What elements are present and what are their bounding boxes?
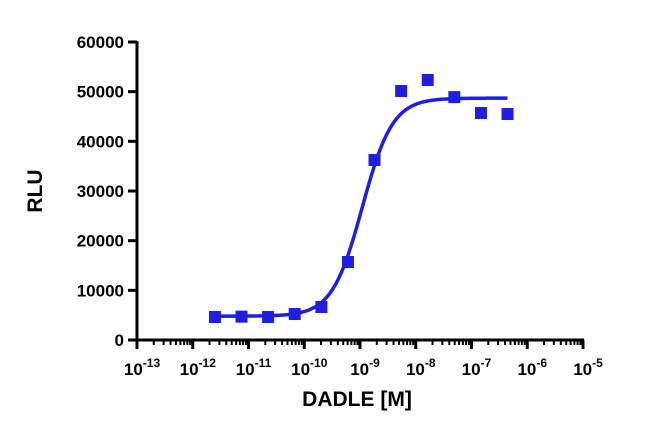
tick-exponent: -9 [369,356,380,370]
tick-exponent: -6 [536,356,547,370]
data-point [315,301,328,314]
tick-base: 10 [517,360,536,379]
data-point [395,85,408,98]
tick-base: 10 [180,360,199,379]
tick-base: 10 [350,360,369,379]
x-tick-label: 10-13 [124,356,161,379]
tick-base: 10 [124,360,143,379]
tick-base: 10 [406,360,425,379]
tick-base: 10 [236,360,255,379]
y-tick-label: 0 [115,331,124,350]
fit-curve [214,96,508,318]
x-tick-label: 10-10 [291,356,328,379]
tick-base: 10 [462,360,481,379]
x-tick-label: 10-9 [350,356,380,379]
tick-exponent: -11 [255,356,272,370]
tick-exponent: -13 [143,356,161,370]
data-point [474,107,487,120]
data-point [208,311,221,324]
y-tick-label: 40000 [77,132,124,151]
data-point [262,311,275,324]
y-tick-label: 20000 [77,232,124,251]
x-tick-label: 10-6 [517,356,547,379]
data-point [501,108,514,121]
data-point [288,308,301,321]
y-tick-label: 60000 [77,33,124,52]
y-tick-label: 10000 [77,281,124,300]
x-tick-label: 10-7 [462,356,492,379]
tick-exponent: -12 [199,356,217,370]
x-tick-label: 10-12 [180,356,217,379]
data-point [341,256,354,269]
tick-base: 10 [573,360,592,379]
y-tick-label: 50000 [77,83,124,102]
x-tick-label: 10-8 [406,356,436,379]
x-axis-title: DADLE [M] [302,388,412,411]
tick-exponent: -8 [425,356,436,370]
data-point [235,310,248,323]
y-tick-label: 30000 [77,182,124,201]
tick-exponent: -10 [310,356,328,370]
x-tick-label: 10-11 [236,356,272,379]
data-point [448,91,461,104]
tick-base: 10 [291,360,310,379]
x-tick-label: 10-5 [573,356,603,379]
data-point [368,154,381,167]
tick-exponent: -7 [481,356,492,370]
data-point [421,73,434,86]
y-axis-title: RLU [24,169,47,212]
tick-exponent: -5 [592,356,603,370]
